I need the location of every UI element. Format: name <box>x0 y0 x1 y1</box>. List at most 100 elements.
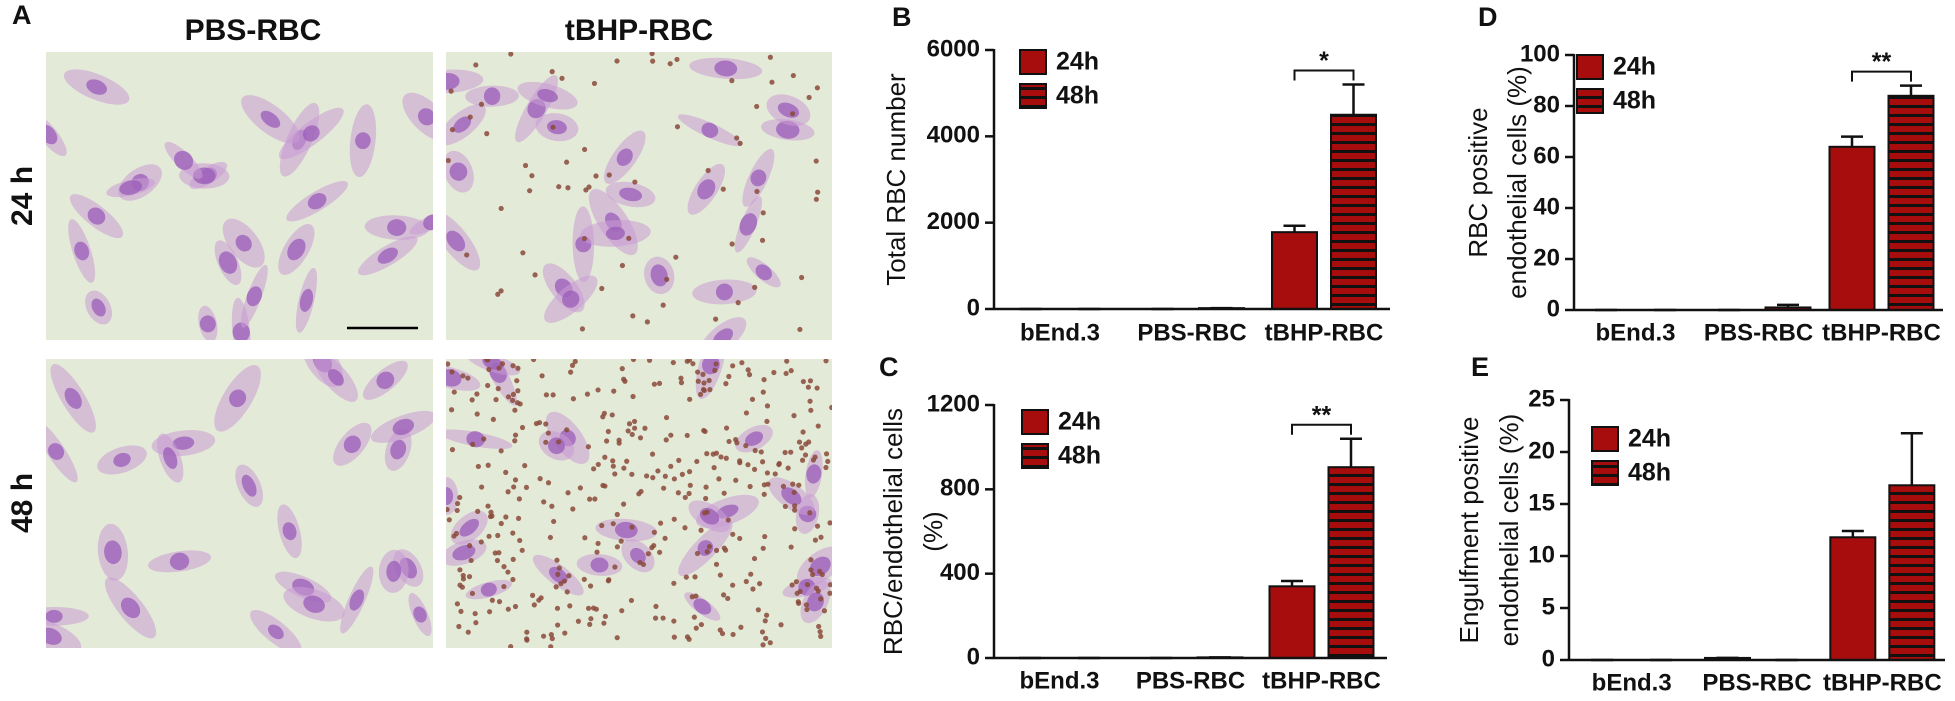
rbc-dot <box>515 365 521 371</box>
y-axis-title: Engulfment positive <box>1454 417 1484 644</box>
cell-nucleus <box>218 251 238 274</box>
rbc-dot <box>512 477 519 483</box>
rbc-dot <box>761 482 767 488</box>
rbc-dot <box>587 621 593 627</box>
rbc-dot <box>758 449 764 455</box>
rbc-dot <box>522 162 529 169</box>
column-heading: tBHP-RBC <box>565 14 713 47</box>
rbc-dot <box>735 300 741 306</box>
rbc-dot <box>575 618 582 624</box>
cell-nucleus <box>750 169 767 187</box>
rbc-dot <box>730 631 736 638</box>
rbc-dot <box>737 535 743 542</box>
rbc-dot <box>743 578 749 585</box>
rbc-dot <box>700 386 707 393</box>
rbc-dot <box>662 535 668 541</box>
rbc-dot <box>489 513 495 519</box>
rbc-dot <box>472 610 478 617</box>
rbc-dot <box>792 507 798 513</box>
rbc-dot <box>595 461 601 468</box>
cell-nucleus <box>547 120 567 135</box>
rbc-dot <box>671 516 677 522</box>
rbc-dot <box>693 625 699 631</box>
y-tick-label: 15 <box>1528 489 1555 516</box>
rbc-dot <box>800 378 807 385</box>
rbc-dot <box>704 451 710 457</box>
rbc-dot <box>449 127 456 133</box>
cell-nucleus <box>120 597 141 619</box>
rbc-dot <box>819 571 825 578</box>
rbc-dot <box>459 584 465 590</box>
rbc-dot <box>704 509 710 515</box>
rbc-dot <box>512 603 519 610</box>
rbc-dot <box>531 359 537 363</box>
rbc-dot <box>458 608 464 614</box>
rbc-dot <box>558 581 564 587</box>
rbc-dot <box>671 634 677 640</box>
cell-nucleus <box>260 110 281 128</box>
rbc-dot <box>565 490 571 496</box>
panel-letter: B <box>892 2 912 32</box>
rbc-dot <box>579 326 586 332</box>
cell-nucleus <box>87 207 106 225</box>
bar <box>1888 484 1936 661</box>
rbc-dot <box>726 438 732 445</box>
x-tick-label: tBHP-RBC <box>1262 667 1381 694</box>
x-tick-label: PBS-RBC <box>1702 669 1811 696</box>
rbc-dot <box>827 590 832 596</box>
error-bar <box>1900 432 1923 486</box>
error-bar <box>1281 579 1303 587</box>
rbc-dot <box>549 503 555 509</box>
rbc-dot <box>827 582 832 588</box>
cell-nucleus <box>377 247 398 264</box>
rbc-dot <box>686 469 693 475</box>
rbc-dot <box>554 605 561 611</box>
rbc-dot <box>505 394 512 400</box>
cell-nucleus <box>376 371 395 390</box>
significance-label: * <box>1319 47 1329 75</box>
rbc-dot <box>594 549 600 555</box>
cell-nucleus <box>616 148 633 166</box>
rbc-dot <box>520 250 526 256</box>
legend-swatch <box>1021 443 1049 469</box>
cell-nucleus <box>483 87 501 105</box>
rbc-dot <box>760 210 766 216</box>
rbc-dot <box>784 359 790 364</box>
rbc-dot <box>548 632 554 638</box>
rbc-dot <box>700 371 706 377</box>
rbc-dot <box>808 557 814 563</box>
error-bar <box>1340 437 1362 468</box>
cell-nucleus <box>232 322 250 340</box>
rbc-dot <box>759 459 766 465</box>
rbc-dot <box>702 428 708 435</box>
rbc-dot <box>567 603 573 609</box>
rbc-dot <box>814 385 820 391</box>
rbc-dot <box>545 480 552 486</box>
legend-label: 48h <box>1613 87 1656 115</box>
rbc-dot <box>804 582 811 588</box>
micrograph <box>446 52 832 340</box>
cell-nucleus <box>446 369 462 387</box>
cell-nucleus <box>413 606 427 623</box>
cell-nucleus <box>113 452 131 468</box>
rbc-dot <box>474 391 480 397</box>
rbc-dot <box>493 397 499 403</box>
rbc-dot <box>611 388 617 394</box>
rbc-dot <box>651 381 658 387</box>
cell-nucleus <box>119 180 142 196</box>
rbc-dot <box>591 466 597 472</box>
rbc-dot <box>474 411 480 417</box>
rbc-dot <box>730 531 736 537</box>
rbc-dot <box>570 506 576 512</box>
panel-letter: E <box>1471 352 1489 382</box>
rbc-dot <box>694 550 701 557</box>
rbc-dot <box>671 476 677 482</box>
y-axis-title: RBC/endothelial cells <box>878 408 908 655</box>
rbc-dot <box>637 559 643 566</box>
rbc-dot <box>657 549 663 555</box>
y-tick-label: 5 <box>1542 593 1555 620</box>
rbc-dot <box>541 499 547 505</box>
y-axis-title: RBC positive <box>1463 107 1493 257</box>
rbc-dot <box>616 437 622 443</box>
rbc-dot <box>610 463 616 469</box>
